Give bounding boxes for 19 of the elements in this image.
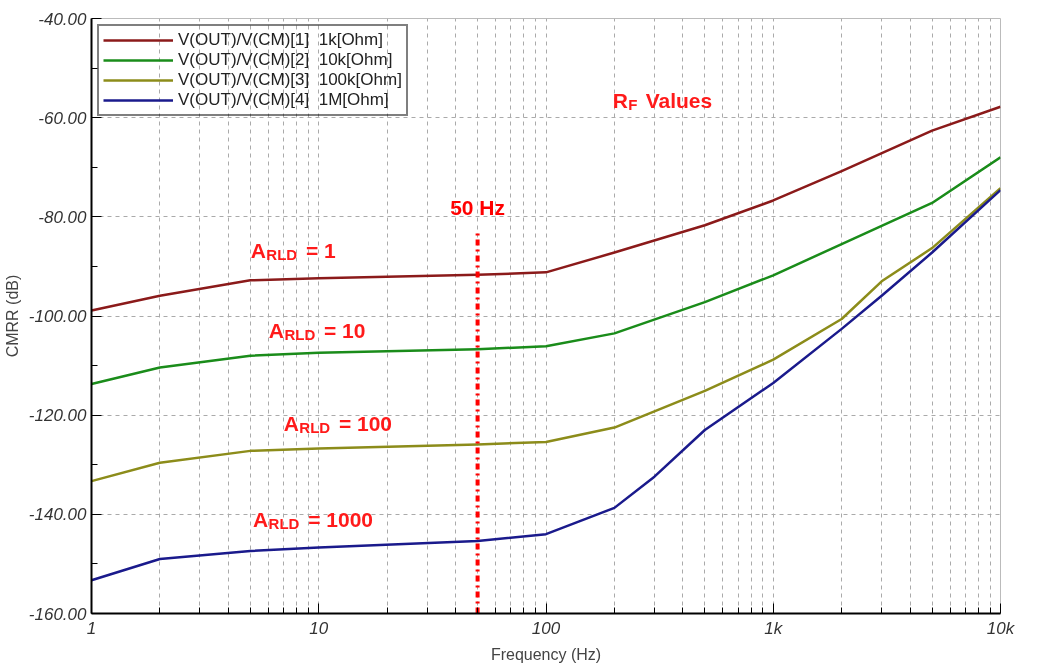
y-axis-title: CMRR (dB) — [3, 274, 21, 358]
legend-label: V(OUT)/V(CM)[1] 1k[Ohm] — [178, 30, 383, 50]
ref-line-label: 50 Hz — [450, 195, 506, 219]
y-tick-label: -160.00 — [28, 604, 88, 624]
y-tick-label: -80.00 — [38, 207, 88, 227]
legend-label: V(OUT)/V(CM)[4] 1M[Ohm] — [178, 90, 389, 110]
x-tick-label: 1k — [764, 618, 784, 638]
y-tick-label: -140.00 — [28, 505, 88, 525]
legend-label: V(OUT)/V(CM)[2] 10k[Ohm] — [178, 50, 393, 70]
x-tick-label: 100 — [531, 618, 561, 638]
x-tick-label: 1 — [86, 618, 97, 638]
y-tick-label: -60.00 — [38, 108, 88, 128]
x-tick-label: 10k — [986, 618, 1016, 638]
y-tick-label: -120.00 — [28, 406, 88, 426]
x-tick-label: 10 — [309, 618, 329, 638]
legend-label: V(OUT)/V(CM)[3] 100k[Ohm] — [178, 70, 402, 90]
y-tick-label: -40.00 — [38, 9, 88, 29]
x-axis-title: Frequency (Hz) — [490, 645, 602, 663]
y-tick-label: -100.00 — [28, 307, 88, 326]
